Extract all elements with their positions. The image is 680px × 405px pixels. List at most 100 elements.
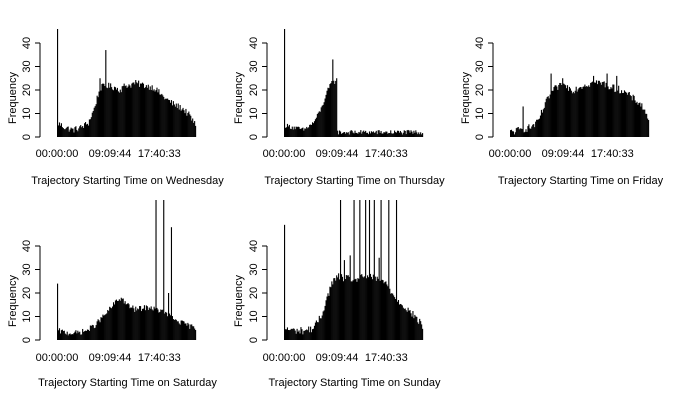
histogram-bar xyxy=(390,130,392,137)
histogram-bar xyxy=(121,86,123,137)
histogram-bar xyxy=(587,86,589,137)
histogram-bar xyxy=(517,127,519,137)
histogram-bar xyxy=(415,316,417,340)
histogram-bar xyxy=(329,286,331,340)
histogram-bar xyxy=(123,303,125,340)
histogram-bar xyxy=(175,103,177,137)
histogram-bar xyxy=(310,326,312,340)
histogram-bar xyxy=(101,84,103,137)
histogram-bar xyxy=(590,82,592,137)
histogram-bar xyxy=(111,87,113,137)
histogram-bar xyxy=(190,115,192,137)
histogram-bar xyxy=(289,128,291,137)
histogram-bar xyxy=(70,334,72,340)
histogram-bar xyxy=(347,275,349,340)
histogram-bar xyxy=(174,106,176,137)
histogram-bar xyxy=(377,278,379,340)
histogram-bar xyxy=(549,94,551,137)
histogram-bar xyxy=(94,106,96,137)
histogram-bar xyxy=(104,86,106,137)
histogram-bar xyxy=(393,133,395,137)
histogram-bar xyxy=(379,132,381,137)
histogram-bar xyxy=(60,330,62,340)
histogram-bar xyxy=(84,331,86,340)
histogram-bar xyxy=(419,134,421,137)
y-tick-label: 40 xyxy=(474,37,486,49)
histogram-bar xyxy=(82,328,84,340)
histogram-bar xyxy=(405,134,407,137)
histogram-bar xyxy=(124,86,126,137)
histogram-bar xyxy=(422,328,424,340)
histogram-bar xyxy=(138,80,140,137)
histogram-bar xyxy=(351,130,353,137)
histogram-bar xyxy=(135,306,137,340)
histogram-bar xyxy=(66,126,68,137)
histogram-bar xyxy=(350,130,352,137)
histogram-bar xyxy=(537,119,540,137)
histogram-bar xyxy=(310,124,312,137)
histogram-bar xyxy=(646,113,648,137)
histogram-bar xyxy=(309,124,311,137)
y-axis-title: Frequency xyxy=(7,72,19,124)
histogram-bar xyxy=(170,100,173,137)
histogram-bar xyxy=(600,84,602,137)
x-tick-label: 09:09:44 xyxy=(542,148,585,160)
histogram-bar xyxy=(366,278,368,340)
histogram-bar xyxy=(90,325,92,340)
histogram-bar xyxy=(68,333,70,340)
histogram-bar xyxy=(138,309,140,340)
histogram-bar xyxy=(321,315,323,340)
histogram-bar xyxy=(130,87,132,137)
histogram-bar xyxy=(169,315,172,340)
histogram-bar xyxy=(586,86,588,137)
histogram-bar xyxy=(421,134,423,137)
histogram-bar xyxy=(103,315,105,340)
histogram-bar xyxy=(534,127,536,137)
histogram-bar xyxy=(111,308,113,340)
histogram-bar xyxy=(305,330,307,340)
histogram-bar xyxy=(584,84,586,137)
histogram-bar xyxy=(515,128,517,137)
histogram-bar xyxy=(411,316,413,340)
histogram-bar xyxy=(96,321,98,340)
histogram-bar xyxy=(617,90,619,137)
histogram-bar xyxy=(539,115,542,137)
histogram-bar xyxy=(610,87,612,137)
histogram-bar xyxy=(318,315,320,340)
histogram-bar xyxy=(368,200,371,340)
x-tick-label: 09:09:44 xyxy=(89,352,132,364)
histogram-bar xyxy=(146,87,148,137)
histogram-bar xyxy=(381,133,383,137)
histogram-bar xyxy=(130,307,132,340)
histogram-bar xyxy=(147,309,149,340)
histogram-bar xyxy=(331,281,333,340)
histogram-bar xyxy=(108,310,110,340)
y-tick-label: 20 xyxy=(21,84,33,96)
y-tick-label: 40 xyxy=(248,37,260,49)
histogram-bar xyxy=(395,132,397,137)
y-axis-title: Frequency xyxy=(460,72,472,124)
histogram-bar xyxy=(317,112,319,137)
histogram-bar xyxy=(630,96,632,137)
histogram-bar xyxy=(419,318,421,340)
histogram-bar xyxy=(384,132,386,137)
histogram-bar xyxy=(585,86,587,137)
histogram-bar xyxy=(396,301,399,340)
histogram-bar xyxy=(123,83,125,137)
histogram-bar xyxy=(305,128,307,137)
histogram-bar xyxy=(629,95,631,137)
histogram-panel-saturday: 0 10 20 30 40 Frequency 00:00:00 09:09:44 17:40:… xyxy=(7,200,217,389)
histogram-bar xyxy=(318,111,320,137)
histogram-bar xyxy=(370,131,372,137)
histogram-bar xyxy=(525,129,527,137)
histogram-bar xyxy=(412,311,414,340)
x-axis-title: Trajectory Starting Time on Friday xyxy=(498,175,664,187)
x-tick-label: 17:40:33 xyxy=(365,352,408,364)
x-tick-label: 17:40:33 xyxy=(365,148,408,160)
histogram-bar xyxy=(336,275,338,340)
histogram-bar xyxy=(313,121,316,137)
histogram-bar xyxy=(542,109,544,137)
histogram-bar xyxy=(562,78,564,137)
histogram-bar xyxy=(83,331,85,340)
histogram-bar xyxy=(98,320,100,340)
